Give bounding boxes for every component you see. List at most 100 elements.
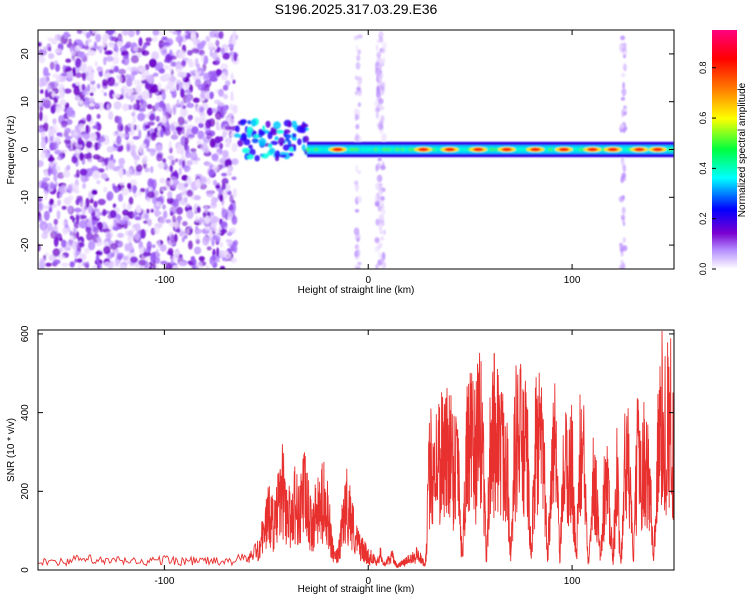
noise-blob (182, 71, 187, 78)
onset-blob (258, 128, 264, 136)
noise-blob (48, 52, 55, 60)
noise-blob (151, 36, 158, 42)
noise-blob (39, 257, 47, 263)
noise-blob (150, 166, 154, 174)
noise-blob (155, 248, 160, 259)
noise-blob (79, 152, 84, 161)
noise-blob (119, 219, 126, 225)
noise-blob (172, 215, 176, 223)
noise-blob (225, 80, 231, 87)
noise-blob (60, 72, 69, 77)
noise-blob (146, 246, 151, 253)
noise-blob (144, 167, 150, 173)
noise-blob (38, 128, 45, 133)
streak-blob (380, 236, 385, 241)
y-tick-label: 0 (20, 146, 31, 152)
noise-blob (49, 198, 54, 206)
noise-blob (173, 233, 178, 243)
noise-blob (209, 76, 218, 82)
noise-blob (57, 254, 66, 260)
onset-blob (297, 138, 302, 146)
noise-blob (53, 218, 58, 226)
noise-blob (175, 193, 182, 202)
noise-blob (75, 57, 82, 68)
noise-blob (40, 150, 46, 160)
noise-blob (135, 85, 142, 94)
noise-blob (130, 256, 138, 264)
noise-blob (144, 213, 149, 220)
streak-blob (353, 35, 359, 41)
x-tick-label: 100 (564, 576, 581, 587)
band-cell (578, 147, 585, 152)
noise-blob (96, 66, 103, 72)
noise-blob (89, 102, 95, 107)
noise-blob (109, 44, 115, 49)
noise-blob (56, 132, 62, 137)
noise-blob (87, 38, 92, 43)
noise-blob (121, 187, 129, 196)
streak-blob (378, 223, 383, 232)
streak-blob (378, 31, 385, 37)
noise-blob (181, 174, 189, 181)
noise-blob (42, 177, 51, 182)
noise-blob (144, 63, 150, 71)
streak-blob (380, 114, 385, 123)
noise-blob (75, 231, 80, 240)
streak-blob (381, 203, 384, 210)
onset-blob (262, 125, 266, 131)
noise-blob (125, 244, 134, 252)
noise-blob (231, 34, 236, 44)
onset-blob (240, 119, 247, 124)
noise-blob (84, 168, 93, 177)
noise-blob (230, 91, 234, 99)
noise-blob (57, 34, 61, 41)
streak-blob (377, 205, 382, 212)
noise-blob (73, 85, 80, 96)
noise-blob (230, 51, 235, 62)
noise-blob (157, 82, 162, 92)
noise-blob (131, 150, 137, 158)
noise-blob (121, 50, 129, 56)
noise-blob (109, 210, 117, 219)
noise-blob (97, 198, 106, 206)
band-cell (489, 147, 495, 152)
y-tick-label: 10 (20, 96, 31, 108)
noise-blob (151, 244, 156, 248)
streak-blob (357, 114, 361, 119)
streak-blob (357, 261, 362, 266)
noise-blob (203, 72, 210, 79)
noise-blob (199, 49, 205, 57)
noise-blob (182, 221, 188, 227)
noise-blob (137, 65, 146, 73)
streak-blob (375, 107, 380, 113)
noise-blob (177, 217, 183, 222)
noise-blob (124, 216, 129, 221)
snr-ylabel: SNR (10 * v/v) (6, 418, 17, 482)
noise-blob (128, 30, 135, 38)
noise-blob (117, 75, 123, 84)
noise-blob (212, 179, 218, 186)
noise-blob (89, 197, 94, 204)
noise-blob (173, 169, 178, 179)
noise-blob (134, 232, 141, 240)
noise-blob (115, 46, 119, 53)
colorbar-tick-label: 0.2 (698, 212, 708, 225)
noise-blob (150, 132, 157, 141)
noise-blob (215, 57, 221, 65)
noise-blob (47, 166, 52, 177)
noise-blob (209, 91, 214, 100)
band-cell (403, 147, 410, 152)
noise-blob (69, 215, 74, 220)
noise-blob (176, 206, 183, 215)
band-cell (353, 147, 360, 152)
noise-blob (96, 236, 102, 243)
onset-blob (292, 137, 297, 141)
noise-blob (61, 239, 67, 248)
noise-blob (231, 176, 237, 181)
noise-blob (60, 262, 69, 267)
streak-blob (622, 51, 628, 56)
noise-blob (168, 30, 174, 34)
noise-blob (87, 50, 96, 56)
noise-blob (229, 204, 234, 212)
